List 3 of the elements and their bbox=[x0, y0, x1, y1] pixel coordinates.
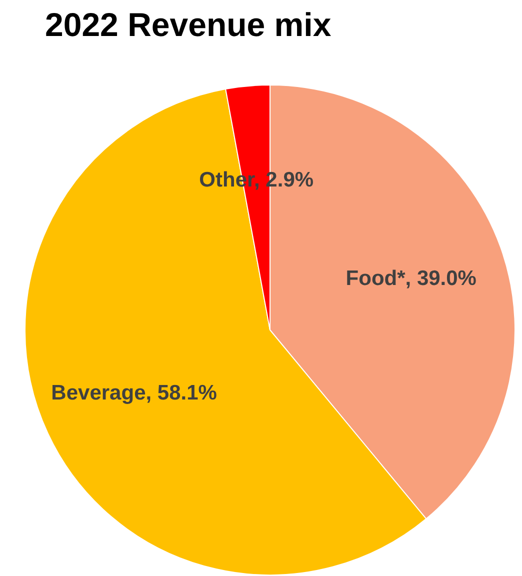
slice-label: Beverage, 58.1% bbox=[51, 381, 218, 404]
slice-label: Food*, 39.0% bbox=[346, 267, 477, 290]
chart-title: 2022 Revenue mix bbox=[45, 6, 332, 43]
